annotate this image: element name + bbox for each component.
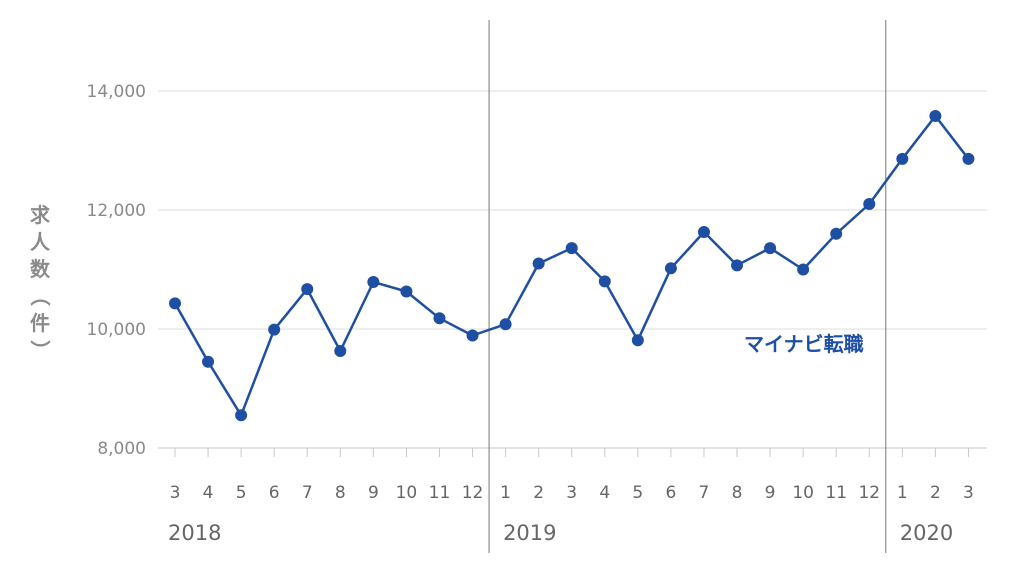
y-axis-label-char: ） [28,340,52,360]
x-tick-label: 12 [858,483,880,503]
x-tick-label: 2 [930,483,941,503]
x-axis: 3 4 5 6 7 8 9 10 11 12 1 2 3 4 5 6 7 8 9 10 11 12 1 2 3 [170,448,974,503]
data-point [532,257,545,270]
x-tick-label: 4 [203,483,214,503]
y-axis-label-char: 件 [30,311,50,335]
data-point [896,152,909,165]
y-tick-label: 12,000 [87,201,146,221]
y-axis-label-char: 人 [30,230,51,254]
data-point [631,334,644,347]
series-label: マイナビ転職 [744,332,864,356]
data-point [367,275,380,288]
data-series [169,109,975,422]
x-tick-label: 9 [765,483,776,503]
x-tick-label: 5 [632,483,643,503]
data-point [929,109,942,122]
x-tick-label: 11 [429,483,451,503]
series-line [173,114,970,417]
data-point [400,285,413,298]
x-tick-label: 7 [699,483,710,503]
x-tick-label: 1 [500,483,511,503]
x-tick-label: 7 [302,483,313,503]
y-tick-label: 14,000 [87,82,146,102]
data-point [697,226,710,239]
x-tick-label: 10 [396,483,418,503]
y-axis-label-char: 求 [30,203,51,227]
year-label: 2019 [503,521,556,545]
x-tick-label: 10 [792,483,814,503]
data-point [764,242,777,255]
data-point [664,262,677,275]
x-tick-label: 6 [665,483,676,503]
y-axis-ticks: 8,000 10,000 12,000 14,000 [87,82,146,459]
data-point [863,198,876,211]
x-tick-label: 1 [897,483,908,503]
y-axis-label: 求人数 （ 件 ） [28,203,52,360]
data-point [169,297,181,310]
x-tick-label: 4 [599,483,610,503]
data-point [235,409,248,422]
y-tick-label: 8,000 [97,439,146,459]
x-tick-label: 5 [236,483,247,503]
data-point [565,242,578,255]
year-dividers: 2018 2019 2020 [168,20,953,553]
data-point [202,355,215,368]
year-label: 2018 [168,521,221,545]
data-point [301,283,314,296]
data-point [268,323,281,336]
data-point [598,275,611,288]
y-axis-label-char: （ [28,286,52,306]
x-tick-label: 3 [566,483,577,503]
gridlines [158,90,987,449]
x-tick-label: 9 [368,483,379,503]
x-tick-label: 6 [269,483,280,503]
y-axis-label-char: 数 [30,257,51,281]
year-label: 2020 [900,521,953,545]
data-point [433,312,446,325]
data-point [731,259,744,272]
data-point [962,152,975,165]
data-point [797,263,810,276]
x-tick-label: 8 [335,483,346,503]
x-tick-label: 12 [462,483,484,503]
x-tick-label: 3 [170,483,181,503]
y-tick-label: 10,000 [87,320,146,340]
x-tick-label: 8 [732,483,743,503]
x-tick-label: 3 [963,483,974,503]
data-point [334,345,347,358]
data-point [830,227,843,240]
data-point [499,318,512,331]
x-tick-label: 11 [825,483,847,503]
x-tick-label: 2 [533,483,544,503]
data-point [466,329,479,342]
